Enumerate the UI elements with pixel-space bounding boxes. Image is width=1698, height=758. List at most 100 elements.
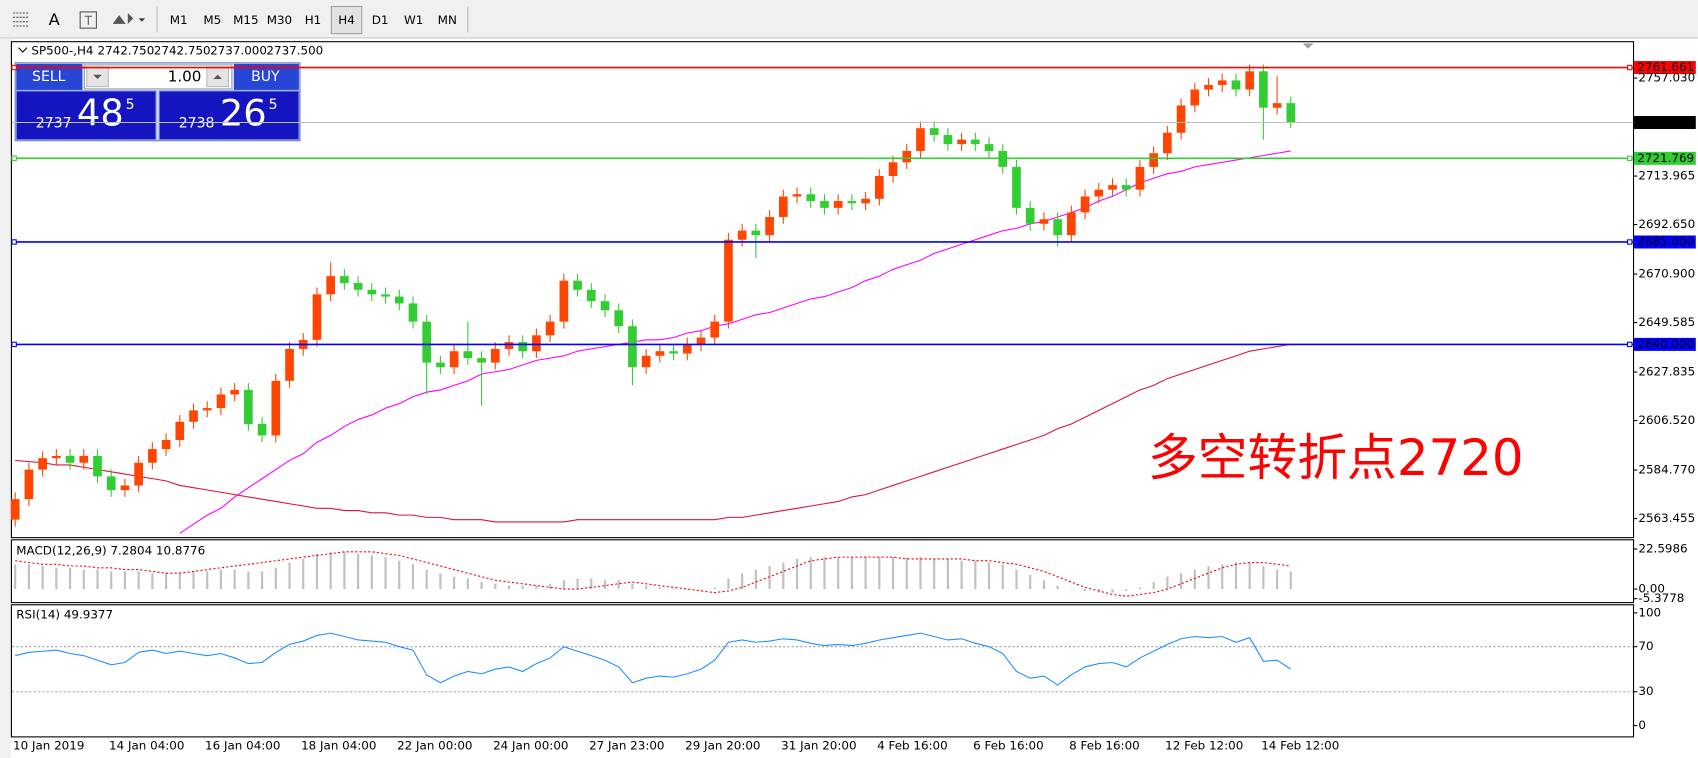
macd-bar — [425, 569, 428, 590]
macd-bar — [850, 557, 853, 590]
bid-box[interactable] — [15, 90, 157, 141]
candle-body — [202, 408, 212, 411]
macd-bar — [274, 567, 277, 590]
tool-text[interactable]: A — [49, 10, 60, 29]
macd-bar — [1015, 569, 1018, 590]
timeframe-button[interactable]: H4 — [338, 13, 355, 27]
macd-bar — [1070, 589, 1073, 590]
ohlc-label: 2737.500 — [266, 43, 323, 57]
candle-body — [874, 175, 884, 199]
candle-body — [244, 389, 253, 425]
x-tick-label: 12 Feb 12:00 — [1165, 739, 1243, 753]
macd-bar — [1042, 580, 1045, 590]
lot-value[interactable]: 1.00 — [168, 67, 202, 85]
x-tick-label: 31 Jan 20:00 — [781, 739, 856, 753]
macd-bar — [453, 576, 456, 590]
macd-bar — [1248, 562, 1251, 590]
macd-bar — [68, 567, 72, 590]
macd-bar — [1289, 571, 1292, 590]
candle-body — [1121, 185, 1131, 190]
macd-bar — [768, 566, 771, 590]
level-handle — [1627, 341, 1633, 348]
candle-body — [1286, 103, 1296, 123]
y-tick-label: 2692.650 — [1638, 217, 1695, 231]
plot-layer — [10, 64, 1633, 693]
timeframe-button[interactable]: M15 — [233, 13, 258, 27]
macd-bar — [41, 566, 44, 590]
candle-body — [1163, 132, 1172, 154]
timeframe-button[interactable]: H1 — [305, 13, 322, 27]
rsi-title: RSI(14) 49.9377 — [16, 608, 113, 622]
candle-body — [1094, 189, 1104, 197]
macd-bar — [1234, 562, 1238, 590]
macd-bar — [782, 562, 785, 590]
x-tick-label: 10 Jan 2019 — [13, 739, 84, 753]
x-tick-label: 29 Jan 20:00 — [685, 739, 760, 753]
macd-bar — [741, 573, 744, 590]
macd-bar — [891, 557, 895, 590]
macd-bar — [521, 585, 524, 590]
candle-body — [669, 351, 678, 354]
x-tick-label: 6 Feb 16:00 — [973, 739, 1044, 753]
candle-body — [326, 276, 336, 295]
candle-body — [751, 230, 761, 236]
macd-bar — [823, 557, 826, 590]
macd-bar — [795, 558, 799, 590]
lot-input[interactable] — [83, 64, 233, 90]
timeframe-button[interactable]: W1 — [404, 13, 423, 27]
candle-body — [888, 162, 898, 176]
candle-body — [833, 201, 843, 208]
candle-body — [422, 321, 432, 363]
macd-bar — [603, 580, 607, 590]
tool-label[interactable] — [79, 11, 97, 29]
tool-crosshair[interactable] — [13, 12, 29, 27]
ask-box[interactable] — [158, 90, 300, 141]
macd-bar — [754, 569, 757, 590]
moving-average — [15, 343, 1291, 523]
candle-body — [682, 344, 692, 354]
timeframe-button[interactable]: M5 — [203, 13, 221, 27]
timeframe-button[interactable]: M1 — [170, 13, 188, 27]
timeframe-button[interactable]: MN — [438, 13, 457, 27]
timeframe-button[interactable]: M30 — [267, 13, 292, 27]
level-label: 2737.500 — [1637, 115, 1694, 129]
candle-body — [1245, 71, 1254, 90]
lot-up-icon — [213, 74, 223, 80]
candle-body — [271, 380, 281, 436]
candle-body — [106, 476, 116, 491]
macd-bar — [27, 564, 30, 590]
candle-body — [394, 296, 404, 304]
level-label: 2640.000 — [1637, 337, 1694, 351]
candle-body — [614, 310, 624, 327]
buy-label[interactable]: BUY — [251, 69, 280, 85]
sell-label[interactable]: SELL — [32, 69, 66, 85]
macd-bar — [1221, 564, 1224, 590]
y-tick-label: -5.3778 — [1638, 591, 1684, 605]
macd-bar — [439, 573, 442, 590]
timeframe-button[interactable]: D1 — [372, 13, 389, 27]
macd-bar — [686, 589, 689, 590]
level-handle — [11, 341, 17, 348]
timeframe-active — [330, 5, 363, 35]
candle-body — [737, 230, 747, 240]
level-handle — [11, 155, 17, 162]
macd-bar — [261, 571, 264, 590]
candle-body — [1176, 105, 1186, 133]
candle-body — [573, 280, 582, 290]
macd-bar — [549, 583, 552, 590]
y-tick-label: 0.00 — [1638, 582, 1665, 596]
macd-bar — [864, 557, 867, 590]
candle-body — [641, 355, 651, 368]
ask-frac: 5 — [269, 97, 278, 113]
candle-body — [545, 321, 555, 336]
tool-icon — [84, 15, 93, 25]
macd-bar — [1262, 566, 1265, 590]
candle-body — [477, 358, 486, 363]
candle-body — [518, 342, 528, 352]
candle-body — [1135, 166, 1145, 190]
macd-bar — [727, 578, 730, 590]
candle-body — [216, 394, 226, 409]
tool-shapes[interactable] — [112, 12, 146, 24]
macd-bar — [164, 573, 168, 590]
